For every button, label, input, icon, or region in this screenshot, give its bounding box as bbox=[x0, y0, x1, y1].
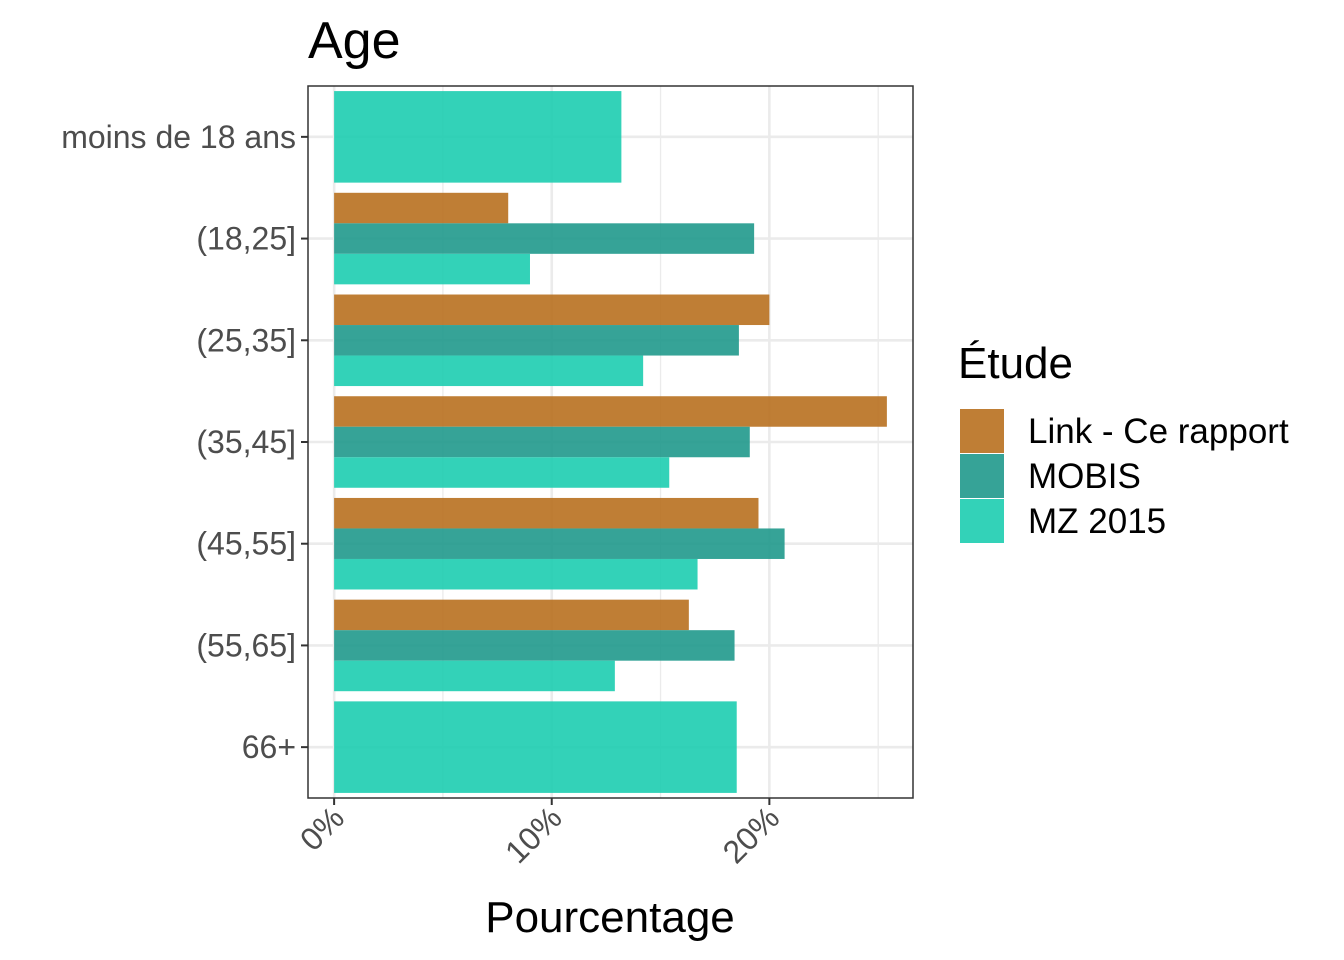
y-tick-label: (45,55] bbox=[196, 526, 296, 562]
bar-link-ce-rapport-1 bbox=[334, 192, 509, 224]
bar-mz-2015-4 bbox=[334, 558, 698, 590]
bar-link-ce-rapport-4 bbox=[334, 497, 759, 529]
y-tick-label: 66+ bbox=[242, 729, 296, 765]
x-tick-label: 0% bbox=[293, 799, 351, 857]
x-axis-title: Pourcentage bbox=[485, 893, 735, 942]
y-tick-label: (25,35] bbox=[196, 322, 296, 358]
bar-mz-2015-1 bbox=[334, 253, 530, 285]
y-tick-label: (55,65] bbox=[196, 627, 296, 663]
y-tick-label: (35,45] bbox=[196, 424, 296, 460]
bar-mz-2015-2 bbox=[334, 355, 644, 387]
bars bbox=[334, 91, 887, 793]
bar-mobis-1 bbox=[334, 223, 755, 254]
bar-mobis-3 bbox=[334, 426, 750, 458]
legend-label: Link - Ce rapport bbox=[1028, 412, 1289, 451]
bar-link-ce-rapport-3 bbox=[334, 396, 887, 427]
bar-link-ce-rapport-5 bbox=[334, 599, 689, 631]
bar-mz-2015-6 bbox=[334, 701, 737, 793]
chart-title: Age bbox=[308, 12, 401, 70]
legend-key-mz-2015 bbox=[960, 499, 1004, 543]
legend-key-mobis bbox=[960, 454, 1004, 498]
y-tick-label: moins de 18 ans bbox=[61, 119, 296, 155]
legend-key-link-ce-rapport bbox=[960, 409, 1004, 453]
bar-mz-2015-5 bbox=[334, 660, 615, 692]
bar-link-ce-rapport-2 bbox=[334, 294, 770, 326]
bar-mobis-4 bbox=[334, 528, 785, 559]
legend-label: MOBIS bbox=[1028, 457, 1141, 496]
legend-title: Étude bbox=[958, 339, 1073, 388]
x-tick-label: 10% bbox=[498, 799, 569, 870]
bar-mobis-5 bbox=[334, 630, 735, 661]
y-tick-label: (18,25] bbox=[196, 221, 296, 257]
bar-mz-2015-3 bbox=[334, 457, 670, 488]
x-tick-label: 20% bbox=[716, 799, 787, 870]
bar-mz-2015-0 bbox=[334, 91, 622, 183]
axes: moins de 18 ans (18,25] (25,35] (35,45] (45,… bbox=[61, 119, 786, 870]
legend-label: MZ 2015 bbox=[1028, 502, 1166, 541]
bar-mobis-2 bbox=[334, 325, 739, 356]
legend: Étude Link - Ce rapport MOBIS MZ 2015 bbox=[958, 339, 1289, 543]
